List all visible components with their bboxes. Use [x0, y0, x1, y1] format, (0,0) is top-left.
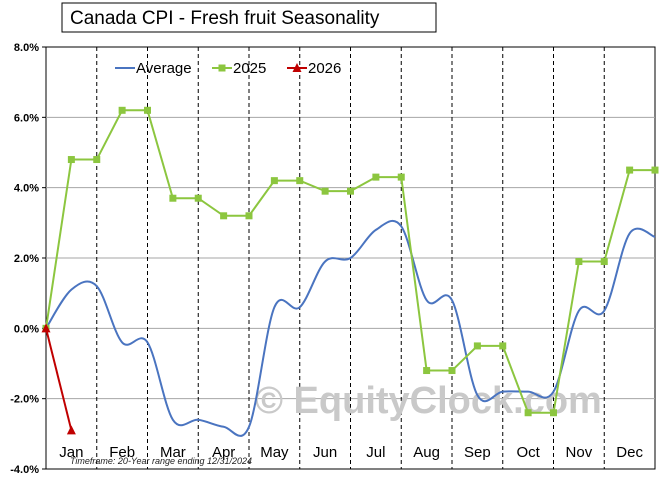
x-month-label: Mar — [160, 444, 186, 461]
data-point-2025 — [423, 367, 431, 375]
data-point-2025 — [144, 106, 151, 114]
y-tick-label: 8.0% — [14, 42, 39, 54]
data-point-2025 — [270, 177, 278, 185]
legend-label-2025: 2025 — [233, 60, 266, 77]
data-point-2025 — [118, 106, 126, 114]
data-point-2025 — [169, 194, 177, 202]
chart-title-box: Canada CPI - Fresh fruit Seasonality — [61, 2, 437, 33]
legend-item-average: Average — [115, 60, 192, 77]
legend-label-average: Average — [136, 60, 192, 77]
data-point-2025 — [626, 166, 634, 174]
x-month-label: Aug — [413, 444, 440, 461]
data-point-2025 — [499, 342, 507, 350]
axis-layer: 8.0% 6.0% 4.0% 2.0% 0.0% -2.0% -4.0% Jan Feb Mar A… — [10, 42, 643, 476]
grid-layer — [45, 46, 656, 470]
data-point-2025 — [296, 177, 304, 185]
data-point-2026 — [41, 323, 51, 333]
legend-marker-2025 — [218, 64, 226, 72]
y-tick-label: 0.0% — [14, 323, 39, 335]
data-point-2025 — [575, 258, 583, 266]
x-month-label: Feb — [109, 444, 135, 461]
series-layer — [41, 106, 659, 437]
data-point-2025 — [448, 367, 456, 375]
data-point-2025 — [600, 258, 608, 266]
data-point-2025 — [194, 194, 202, 202]
data-point-2025 — [651, 166, 659, 174]
x-month-label: May — [260, 444, 289, 461]
chart-title: Canada CPI - Fresh fruit Seasonality — [70, 8, 380, 29]
data-point-2025 — [524, 409, 532, 417]
y-tick-label: -2.0% — [10, 394, 39, 406]
y-tick-label: 4.0% — [14, 183, 39, 195]
x-month-label: Jan — [59, 444, 83, 461]
data-point-2025 — [93, 156, 101, 164]
x-month-label: Jun — [313, 444, 337, 461]
series-2026 — [41, 323, 76, 435]
data-point-2025 — [550, 409, 557, 417]
x-month-label: Dec — [616, 444, 643, 461]
watermark: © EquityClock.com — [255, 380, 602, 422]
data-point-2025 — [67, 156, 75, 164]
x-month-label: Nov — [566, 444, 593, 461]
legend-item-2026: 2026 — [287, 60, 341, 77]
legend-item-2025: 2025 — [212, 60, 266, 77]
timeframe-footnote: Timeframe: 20-Year range ending 12/31/20… — [70, 456, 252, 466]
y-tick-label: 6.0% — [14, 112, 39, 124]
legend: Average 2025 2026 — [115, 60, 341, 77]
x-month-label: Apr — [212, 444, 235, 461]
y-tick-label: 2.0% — [14, 253, 39, 265]
data-point-2025 — [220, 212, 228, 220]
data-point-2025 — [473, 342, 481, 350]
series-line-2026 — [45, 328, 73, 431]
title-frame — [61, 2, 437, 33]
series-average — [45, 219, 656, 437]
watermark-text: © EquityClock.com — [255, 380, 602, 422]
y-tick-label: -4.0% — [10, 464, 39, 476]
data-point-2025 — [245, 212, 253, 220]
x-month-label: Sep — [464, 444, 491, 461]
data-point-2025 — [372, 173, 380, 181]
series-line-average — [45, 219, 656, 437]
legend-label-2026: 2026 — [308, 60, 341, 77]
data-point-2025 — [397, 173, 405, 181]
data-point-2026 — [66, 425, 76, 435]
data-point-2025 — [321, 187, 329, 195]
x-month-label: Jul — [366, 444, 385, 461]
data-point-2025 — [347, 187, 354, 195]
x-month-label: Oct — [516, 444, 540, 461]
legend-marker-2026 — [292, 63, 302, 72]
